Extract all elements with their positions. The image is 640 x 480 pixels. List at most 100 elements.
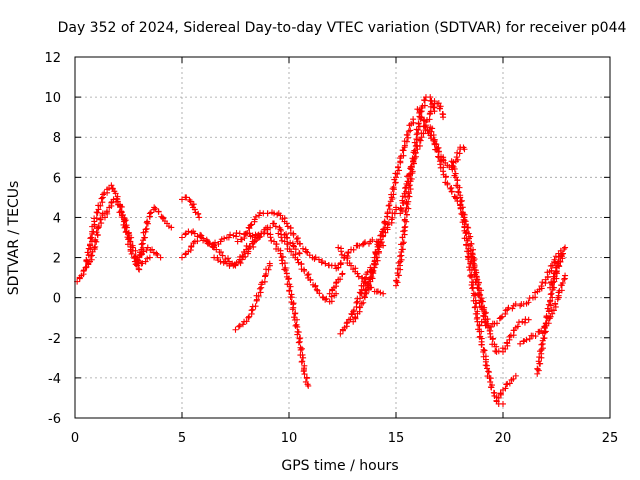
data-point-interp (476, 291, 483, 298)
data-point-interp (135, 265, 142, 272)
data-point (350, 318, 357, 325)
data-point-interp (300, 354, 307, 361)
data-point (500, 400, 506, 407)
data-point-interp (442, 174, 449, 181)
data-point-interp (287, 283, 294, 290)
data-point (151, 204, 158, 211)
data-point-interp (484, 365, 491, 372)
data-point (405, 172, 412, 179)
data-point-interp (248, 307, 255, 314)
data-point (157, 254, 164, 261)
data-point-interp (472, 303, 479, 310)
data-point-interp (350, 307, 357, 314)
data-point-interp (473, 300, 480, 307)
data-point-interp (272, 223, 279, 230)
data-point (179, 196, 185, 203)
data-point (275, 230, 282, 237)
data-point-interp (299, 351, 306, 358)
data-point-interp (478, 341, 485, 348)
data-point (99, 210, 106, 217)
data-point-interp (495, 348, 502, 355)
data-point-interp (253, 237, 260, 244)
data-point-interp (200, 235, 207, 242)
data-point-interp (435, 153, 442, 160)
data-point-interp (356, 242, 363, 249)
data-point-interp (138, 241, 145, 248)
data-point (277, 226, 284, 233)
data-point-interp (279, 253, 286, 260)
data-point (144, 244, 151, 251)
data-point (335, 264, 342, 271)
data-point-interp (552, 253, 559, 260)
data-point-interp (541, 323, 548, 330)
data-point-interp (99, 191, 106, 198)
data-point (146, 210, 153, 217)
data-point-interp (299, 358, 306, 365)
data-point-interp (292, 246, 299, 253)
data-point-interp (225, 234, 232, 241)
data-point-interp (224, 255, 231, 262)
data-point-interp (293, 236, 300, 243)
data-point (179, 254, 185, 261)
data-point-interp (343, 320, 350, 327)
data-point-interp (243, 242, 250, 249)
data-point (264, 210, 271, 217)
data-point-interp (532, 333, 539, 340)
data-point (549, 262, 556, 269)
data-point (290, 242, 297, 249)
data-point-interp (285, 276, 292, 283)
data-point-interp (493, 343, 500, 350)
data-point-interp (83, 256, 90, 263)
data-point (183, 194, 190, 201)
data-point-interp (548, 267, 555, 274)
data-point (461, 146, 468, 153)
data-point (495, 394, 502, 401)
data-point-interp (438, 157, 445, 164)
data-point (542, 320, 549, 327)
data-point-interp (404, 178, 411, 185)
data-point-interp (455, 188, 462, 195)
data-point (485, 324, 492, 331)
data-point-interp (108, 199, 115, 206)
data-point-interp (469, 285, 476, 292)
data-point-interp (421, 102, 428, 109)
data-point-interp (558, 253, 565, 260)
data-point-interp (293, 316, 300, 323)
data-point (251, 216, 258, 223)
data-point (326, 290, 333, 297)
data-point-interp (141, 234, 148, 241)
data-point-interp (369, 236, 376, 243)
data-point (283, 220, 290, 227)
data-point-interp (312, 283, 319, 290)
data-point (348, 262, 355, 269)
data-point-interp (217, 249, 224, 256)
data-point (232, 326, 239, 333)
data-point-interp (477, 287, 484, 294)
data-point-interp (458, 197, 465, 204)
data-point (305, 382, 312, 389)
data-point (418, 114, 425, 121)
data-point (196, 214, 203, 221)
data-point-interp (252, 303, 259, 310)
data-points (74, 94, 569, 407)
data-point (397, 210, 404, 217)
data-point-interp (267, 224, 274, 231)
data-point-interp (205, 239, 212, 246)
data-point (112, 190, 119, 197)
data-point-interp (482, 362, 489, 369)
data-point-interp (125, 236, 132, 243)
data-point-interp (268, 237, 275, 244)
data-point-interp (550, 307, 557, 314)
data-point-interp (312, 254, 319, 261)
data-point-interp (421, 117, 428, 124)
data-point-interp (337, 276, 344, 283)
data-point-interp (152, 205, 159, 212)
x-tick-label: 10 (281, 431, 298, 446)
data-point-interp (463, 229, 470, 236)
data-point-interp (361, 294, 368, 301)
data-point-interp (227, 231, 234, 238)
data-point-interp (488, 384, 495, 391)
data-point-interp (548, 278, 555, 285)
data-point-interp (539, 279, 546, 286)
y-tick-label: 10 (44, 91, 61, 106)
